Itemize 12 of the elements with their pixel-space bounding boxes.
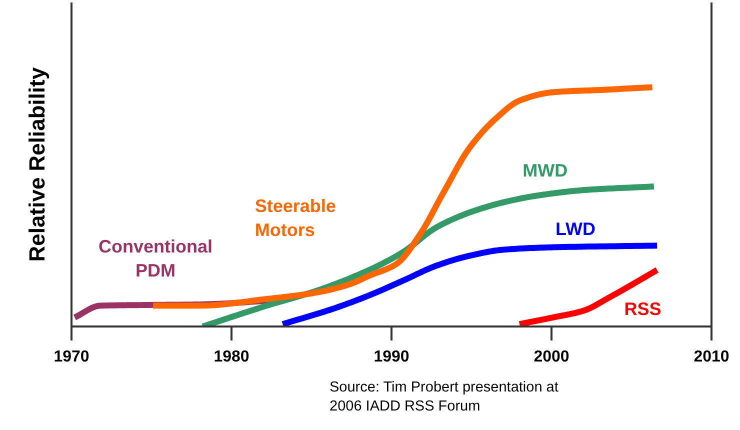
- series-label: MWD: [522, 160, 568, 181]
- x-tick-label: 1970: [54, 348, 90, 366]
- x-tick-label: 1990: [374, 348, 410, 366]
- x-tick-label: 2010: [694, 348, 730, 366]
- series-label: RSS: [624, 299, 662, 320]
- text: Steerable Motors: [254, 196, 336, 240]
- series-label: Conventional PDM: [98, 236, 213, 280]
- x-tick-label: 2000: [534, 348, 570, 366]
- y-axis-title: Relative Reliability: [24, 66, 50, 262]
- series-label: LWD: [556, 219, 596, 240]
- source-note: Source: Tim Probert presentation at 2006 IADD RSS Forum: [330, 379, 558, 414]
- x-tick-label: 1980: [214, 348, 250, 366]
